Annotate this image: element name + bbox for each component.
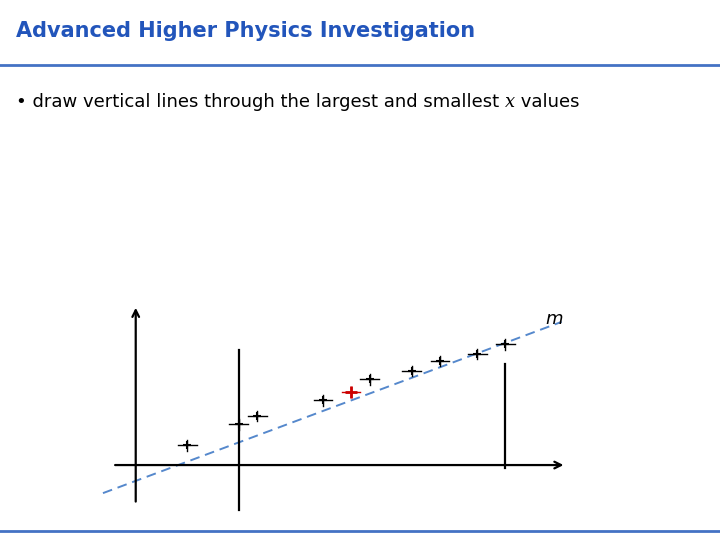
Text: Advanced Higher Physics Investigation: Advanced Higher Physics Investigation [16,21,475,41]
Text: $m$: $m$ [545,310,563,328]
Text: • draw vertical lines through the largest and smallest: • draw vertical lines through the larges… [16,93,505,111]
Text: values: values [515,93,580,111]
Text: x: x [505,93,515,111]
